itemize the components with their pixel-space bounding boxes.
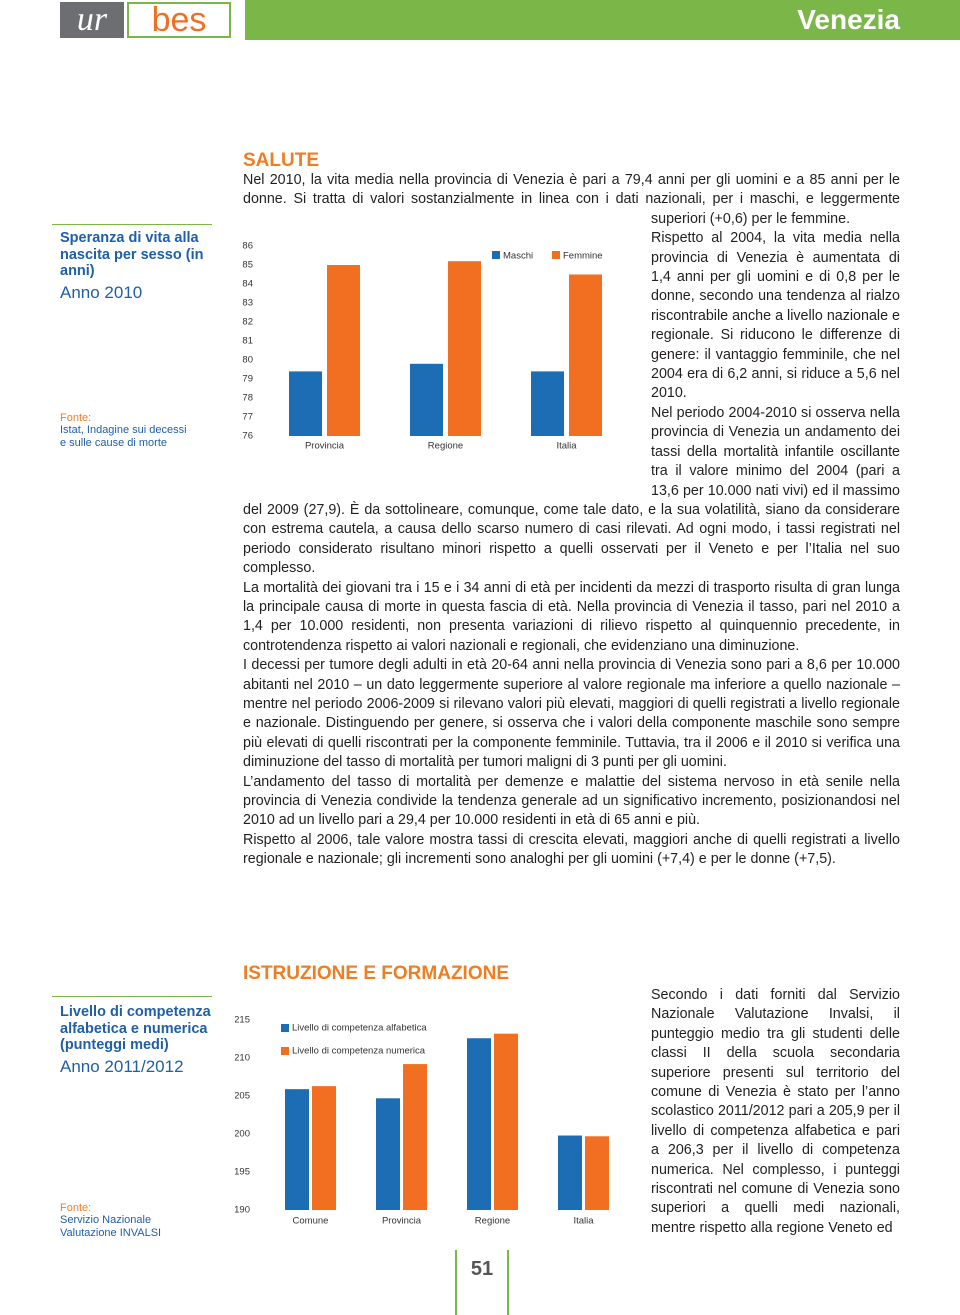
bar [289,371,322,436]
source-text: Istat, Indagine sui decessi e sulle caus… [60,424,187,449]
logo-right: bes [127,2,231,38]
y-tick-label: 210 [235,1053,250,1064]
sidebar-source: Fonte: Istat, Indagine sui decessi e sul… [60,412,190,449]
chart: 190 195 200 205 210 215 Comune Provincia Regione… [235,1015,609,1227]
sidebar: Livello di competenza alfabetica e numer… [60,1004,220,1077]
y-tick-label: 195 [235,1167,250,1178]
sidebar-title: Livello di competenza alfabetica e numer… [60,1004,211,1053]
y-tick-label: 76 [242,431,253,442]
x-tick-label: Provincia [382,1216,422,1227]
paragraph: Rispetto al 2006, tale valore mostra tas… [243,831,900,868]
y-tick-label: 81 [242,336,253,347]
source-text: Servizio Nazionale Valutazione INVALSI [60,1214,162,1239]
sidebar-source: Fonte: Servizio Nazionale Valutazione IN… [60,1202,190,1239]
y-tick-label: 83 [242,298,253,309]
x-tick-label: Italia [573,1216,594,1227]
source-label: Fonte: [60,412,92,424]
y-tick-label: 79 [242,374,253,385]
y-tick-label: 77 [242,412,253,423]
bar [569,274,602,436]
x-tick-label: Regione [428,441,463,452]
bar [531,371,564,436]
y-tick-label: 215 [235,1015,250,1026]
legend-swatch [281,1047,289,1055]
section-text: Secondo i dati forniti dal Servizio Nazi… [651,986,900,1238]
y-tick-label: 190 [235,1205,250,1216]
page-number: 51 [470,1258,494,1280]
legend-label: Maschi [503,251,533,262]
bar [285,1089,309,1210]
section-text: Nel 2010, la vita media nella provincia … [243,171,900,870]
legend-label: Livello di competenza numerica [292,1046,426,1057]
sidebar: Speranza di vita alla nascita per sesso … [60,230,212,303]
bar [312,1086,336,1210]
x-tick-label: Regione [475,1216,510,1227]
y-tick-label: 200 [235,1129,250,1140]
paragraph: Secondo i dati forniti dal Servizio Nazi… [651,987,900,1236]
section-title: SALUTE [243,150,319,171]
y-tick-label: 84 [242,279,253,290]
x-tick-label: Italia [556,441,577,452]
legend-swatch [552,251,560,259]
section-title: ISTRUZIONE E FORMAZIONE [243,963,509,984]
sidebar-rule [52,224,212,225]
y-tick-label: 80 [242,355,253,366]
sidebar-subtitle: Anno 2011/2012 [60,1056,184,1076]
sidebar-subtitle: Anno 2010 [60,282,143,302]
paragraph: Nel periodo 2004-2010 si osserva nella p… [243,404,900,577]
bar [327,265,360,436]
page-number-box [455,1250,509,1315]
legend-label: Femmine [563,251,603,262]
legend-label: Livello di competenza alfabetica [292,1023,427,1034]
paragraph: I decessi per tumore degli adulti in età… [243,657,900,771]
paragraph: Rispetto al 2004, la vita media nella pr… [651,230,900,402]
header-band [245,0,960,40]
bar [494,1033,518,1210]
y-tick-label: 205 [235,1091,250,1102]
x-tick-label: Comune [293,1216,329,1227]
bar [376,1098,400,1210]
paragraph: L’andamento del tasso di mortalità per d… [243,773,900,829]
y-tick-label: 82 [242,317,253,328]
y-tick-label: 85 [242,260,253,271]
sidebar-rule [52,996,212,997]
bar [448,261,481,436]
legend-swatch [281,1024,289,1032]
bar [467,1038,491,1210]
logo-left: ur [60,2,124,38]
bar [585,1136,609,1210]
legend-swatch [492,251,500,259]
paragraph: Nel 2010, la vita media nella provincia … [243,172,900,227]
sidebar-title: Speranza di vita alla nascita per sesso … [60,230,204,279]
chart: 76 77 78 79 80 81 82 83 84 85 86 Provincia Regione It… [242,241,603,452]
y-tick-label: 86 [242,241,253,252]
bar [558,1135,582,1210]
header-title: Venezia [797,4,900,35]
bar [403,1064,427,1210]
paragraph: La mortalità dei giovani tra i 15 e i 34… [243,579,900,654]
y-tick-label: 78 [242,393,253,404]
bar [410,363,443,436]
x-tick-label: Provincia [305,441,345,452]
source-label: Fonte: [60,1202,92,1214]
